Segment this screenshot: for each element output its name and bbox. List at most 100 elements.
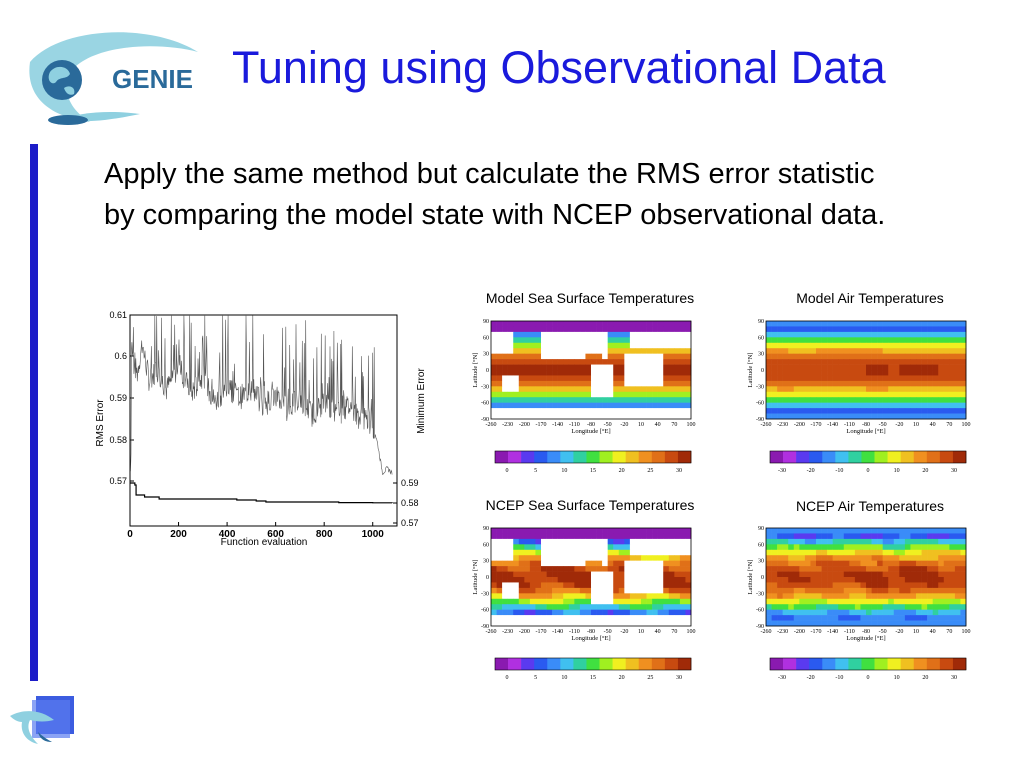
heatmap-cell — [563, 538, 570, 545]
heatmap-cell — [507, 408, 514, 414]
heatmap-cell — [513, 571, 520, 578]
heatmap-cell — [491, 380, 497, 387]
map-x-tick-label: -170 — [536, 629, 547, 635]
heatmap-cell — [854, 587, 861, 594]
heatmap-cell — [496, 528, 503, 534]
heatmap-cell — [810, 386, 817, 393]
heatmap-cell — [568, 359, 575, 365]
heatmap-cell — [502, 408, 508, 414]
heatmap-cell — [899, 571, 906, 578]
heatmap-cell — [507, 391, 514, 398]
heatmap-cell — [832, 604, 839, 610]
heatmap-cell — [507, 370, 514, 376]
heatmap-cell — [954, 370, 961, 376]
heatmap-cell — [496, 598, 503, 605]
heatmap-cell — [546, 620, 553, 627]
heatmap-cell — [866, 528, 872, 534]
heatmap-cell — [893, 571, 900, 578]
heatmap-cell — [877, 402, 883, 409]
heatmap-cell — [766, 604, 772, 610]
heatmap-cell — [838, 587, 845, 594]
heatmap-cell — [827, 386, 833, 393]
heatmap-cell — [541, 386, 547, 393]
heatmap-cell — [507, 566, 514, 572]
heatmap-cell — [641, 577, 647, 583]
heatmap-cell — [685, 375, 692, 382]
heatmap-cell — [960, 364, 967, 371]
heatmap-cell — [613, 560, 620, 567]
heatmap-cell — [563, 375, 570, 382]
heatmap-cell — [602, 598, 608, 605]
heatmap-cell — [629, 587, 636, 594]
heatmap-cell — [529, 353, 536, 360]
heatmap-cell — [563, 326, 570, 333]
heatmap-cell — [960, 326, 967, 333]
heatmap-cell — [949, 402, 956, 409]
heatmap-cell — [871, 386, 878, 393]
heatmap-cell — [860, 593, 867, 600]
heatmap-cell — [893, 391, 900, 398]
heatmap-cell — [513, 538, 520, 545]
heatmap-cell — [668, 593, 675, 600]
heatmap-cell — [838, 348, 845, 354]
heatmap-cell — [679, 598, 686, 605]
heatmap-cell — [827, 587, 833, 594]
heatmap-cell — [657, 571, 664, 578]
heatmap-cell — [882, 413, 889, 420]
heatmap-cell — [685, 342, 692, 349]
map-x-tick-label: -140 — [827, 629, 838, 635]
heatmap-cell — [529, 326, 536, 333]
heatmap-cell — [524, 391, 531, 398]
heatmap-cell — [799, 560, 806, 567]
heatmap-cell — [916, 370, 922, 376]
heatmap-cell — [591, 528, 597, 534]
heatmap-cell — [932, 566, 939, 572]
heatmap-cell — [832, 331, 839, 338]
heatmap-cell — [541, 571, 547, 578]
heatmap-cell — [893, 560, 900, 567]
heatmap-cell — [904, 359, 911, 365]
heatmap-cell — [960, 375, 967, 382]
heatmap-cell — [838, 370, 845, 376]
heatmap-cell — [552, 348, 558, 354]
heatmap-cell — [541, 337, 547, 344]
heatmap-cell — [618, 598, 625, 605]
heatmap-cell — [799, 538, 806, 545]
heatmap-cell — [938, 538, 945, 545]
map-y-tick-label: -90 — [481, 624, 489, 630]
colorbar-swatch — [547, 451, 561, 463]
heatmap-cell — [949, 555, 956, 561]
heatmap-cell — [827, 337, 833, 344]
heatmap-cell — [871, 538, 878, 545]
heatmap-cell — [921, 326, 928, 333]
heatmap-cell — [535, 571, 542, 578]
heatmap-cell — [916, 408, 922, 414]
heatmap-cell — [882, 549, 889, 556]
heatmap-cell — [674, 380, 681, 387]
heatmap-cell — [877, 582, 883, 589]
colorbar-tick-label: 10 — [894, 468, 900, 474]
heatmap-cell — [668, 402, 675, 409]
heatmap-cell — [832, 538, 839, 545]
heatmap-cell — [799, 370, 806, 376]
heatmap-cell — [810, 342, 817, 349]
heatmap-cell — [491, 615, 497, 621]
heatmap-cell — [674, 386, 681, 393]
heatmap-cell — [882, 342, 889, 349]
heatmap-cell — [491, 566, 497, 572]
heatmap-cell — [496, 560, 503, 567]
heatmap-cell — [960, 587, 967, 594]
heatmap-cell — [938, 582, 945, 589]
heatmap-cell — [629, 593, 636, 600]
heatmap-cell — [810, 609, 817, 616]
heatmap-cell — [668, 337, 675, 344]
heatmap-cell — [496, 364, 503, 371]
heatmap-cell — [652, 582, 658, 589]
heatmap-cell — [782, 609, 789, 616]
heatmap-cell — [799, 604, 806, 610]
colorbar-swatch — [861, 658, 875, 670]
heatmap-cell — [624, 386, 631, 393]
heatmap-cell — [810, 582, 817, 589]
heatmap-cell — [877, 397, 883, 403]
heatmap-cell — [652, 402, 658, 409]
